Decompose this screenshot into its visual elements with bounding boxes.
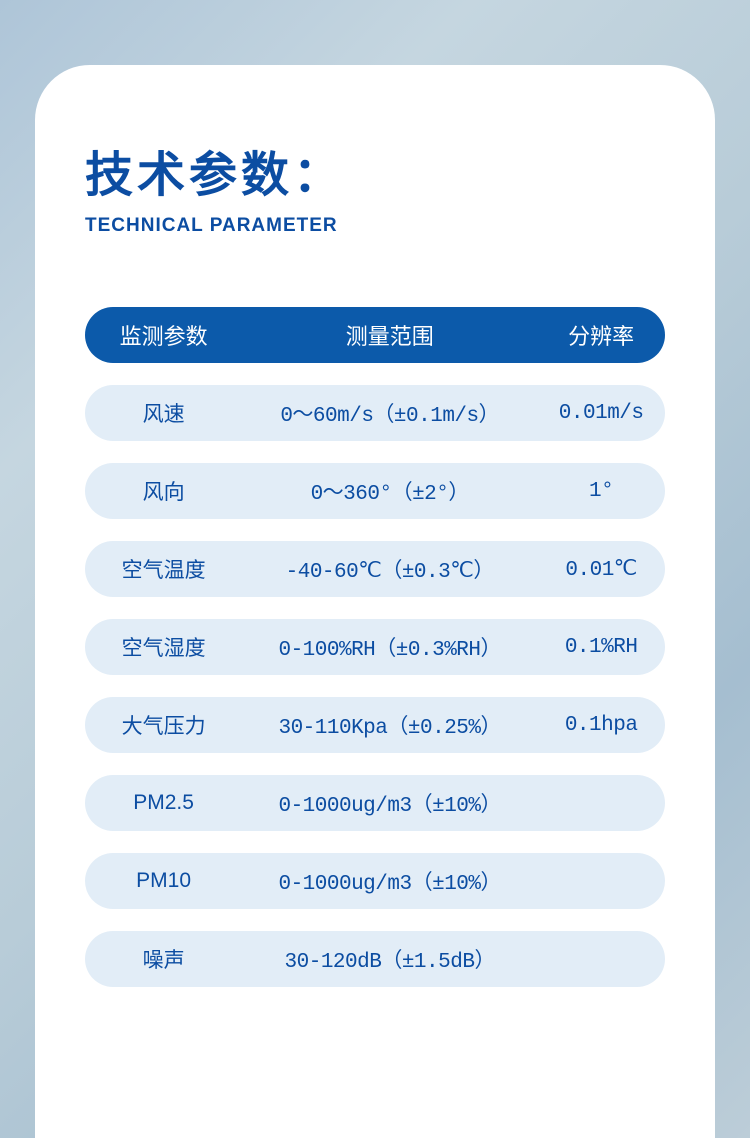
cell-param: PM2.5 [85,791,252,815]
table-row: 噪声 30-120dB（±1.5dB） [85,931,665,987]
cell-range: 0-100%RH（±0.3%RH） [252,632,527,662]
cell-range: 30-110Kpa（±0.25%） [252,710,527,740]
cell-resolution: 0.01℃ [537,556,665,582]
header-col-param: 监测参数 [85,319,252,351]
cell-resolution: 1° [537,480,665,503]
cell-param: PM10 [85,869,252,893]
table-row: PM10 0-1000ug/m3（±10%） [85,853,665,909]
cell-param: 噪声 [85,944,252,974]
table-row: 空气湿度 0-100%RH（±0.3%RH） 0.1%RH [85,619,665,675]
cell-resolution: 0.1hpa [537,714,665,737]
table-row: 空气温度 -40-60℃（±0.3℃） 0.01℃ [85,541,665,597]
cell-resolution: 0.1%RH [537,636,665,659]
table-row: 风向 0～360°（±2°） 1° [85,463,665,519]
cell-param: 空气湿度 [85,632,252,662]
cell-resolution: 0.01m/s [537,402,665,425]
header-col-range: 测量范围 [252,319,527,351]
main-card: 技术参数： TECHNICAL PARAMETER 监测参数 测量范围 分辨率 … [35,65,715,1138]
cell-range: 0-1000ug/m3（±10%） [252,788,527,818]
table-header-row: 监测参数 测量范围 分辨率 [85,307,665,363]
table-row: PM2.5 0-1000ug/m3（±10%） [85,775,665,831]
cell-param: 风速 [85,398,252,428]
cell-range: 0～360°（±2°） [252,476,527,506]
title-chinese: 技术参数： [85,135,665,205]
table-row: 大气压力 30-110Kpa（±0.25%） 0.1hpa [85,697,665,753]
cell-param: 风向 [85,476,252,506]
cell-range: 30-120dB（±1.5dB） [252,944,527,974]
cell-range: 0-1000ug/m3（±10%） [252,866,527,896]
header-col-resolution: 分辨率 [537,319,665,351]
table-row: 风速 0～60m/s（±0.1m/s） 0.01m/s [85,385,665,441]
cell-param: 大气压力 [85,710,252,740]
cell-range: 0～60m/s（±0.1m/s） [252,398,527,428]
title-english: TECHNICAL PARAMETER [85,215,665,237]
cell-range: -40-60℃（±0.3℃） [252,554,527,584]
cell-param: 空气温度 [85,554,252,584]
